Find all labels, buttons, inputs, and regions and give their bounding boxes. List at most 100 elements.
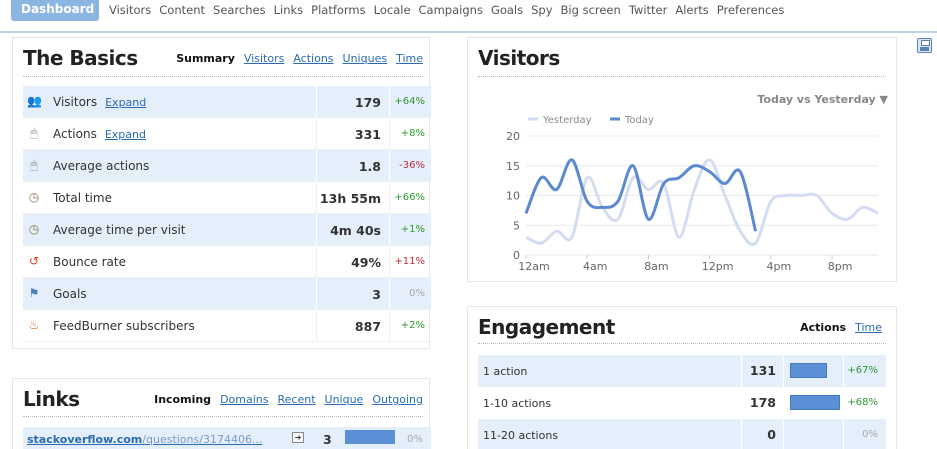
column-divider xyxy=(389,310,390,342)
nav-item-goals[interactable]: Goals xyxy=(490,3,524,17)
nav-item-campaigns[interactable]: Campaigns xyxy=(418,3,483,17)
column-divider xyxy=(389,278,390,310)
nav-item-dashboard[interactable]: Dashboard xyxy=(11,0,99,21)
column-divider xyxy=(783,387,784,419)
links-tabs: Incoming Domains Recent Unique Outgoing xyxy=(154,393,423,406)
column-divider xyxy=(316,246,317,278)
goal-flag-icon: ⚑ xyxy=(28,286,40,300)
basics-row-total-time: ◷ Total time 13h 55m +66% xyxy=(23,182,431,214)
x-tick-label: 4pm xyxy=(767,260,792,273)
basics-tab-time[interactable]: Time xyxy=(396,52,423,65)
engagement-share-bar xyxy=(790,395,840,410)
link-path: /questions/3174406... xyxy=(142,433,263,446)
links-tab-recent[interactable]: Recent xyxy=(277,393,316,406)
save-icon[interactable] xyxy=(917,38,932,53)
nav-item-content[interactable]: Content xyxy=(159,3,206,17)
basics-tab-summary[interactable]: Summary xyxy=(176,52,235,65)
engagement-row-change: 0% xyxy=(862,429,878,440)
links-tab-incoming[interactable]: Incoming xyxy=(154,393,212,406)
basics-row-value: 49% xyxy=(351,255,381,270)
series-line-today xyxy=(524,158,758,232)
nav-item-big-screen[interactable]: Big screen xyxy=(560,3,621,17)
nav-item-spy[interactable]: Spy xyxy=(531,3,553,17)
links-tab-domains[interactable]: Domains xyxy=(220,393,269,406)
column-divider xyxy=(316,86,317,118)
engagement-row-value: 131 xyxy=(749,363,776,378)
column-divider xyxy=(316,310,317,342)
basics-row-change: +11% xyxy=(394,256,425,267)
nav-item-locale[interactable]: Locale xyxy=(373,3,411,17)
x-tick-label: 8am xyxy=(644,260,668,273)
y-tick-label: 20 xyxy=(506,130,520,143)
column-divider xyxy=(843,355,844,387)
nav-items: Visitors Content Searches Links Platforms Loc… xyxy=(109,3,792,17)
engagement-row-label: 1 action xyxy=(483,365,528,378)
nav-item-links[interactable]: Links xyxy=(273,3,304,17)
nav-item-platforms[interactable]: Platforms xyxy=(311,3,366,17)
basics-tab-visitors[interactable]: Visitors xyxy=(243,52,285,65)
link-count: 3 xyxy=(323,432,332,447)
engagement-row-1-action: 1 action 131 +67% xyxy=(478,355,886,387)
nav-item-visitors[interactable]: Visitors xyxy=(109,3,152,17)
column-divider xyxy=(316,182,317,214)
basics-panel: The Basics Summary Visitors Actions Uniques… xyxy=(12,37,431,349)
links-tab-outgoing[interactable]: Outgoing xyxy=(372,393,423,406)
column-divider xyxy=(389,86,390,118)
basics-row-average-time-per-visit: ◷ Average time per visit 4m 40s +1% xyxy=(23,214,431,246)
column-divider xyxy=(389,150,390,182)
basics-row-label: Goals xyxy=(53,287,87,301)
series-line-yesterday xyxy=(525,158,879,246)
basics-row-change: -36% xyxy=(399,160,425,171)
column-divider xyxy=(389,182,390,214)
basics-row-goals: ⚑ Goals 3 0% xyxy=(23,278,431,310)
nav-item-twitter[interactable]: Twitter xyxy=(628,3,668,17)
column-divider xyxy=(389,214,390,246)
basics-row-change: +8% xyxy=(400,128,425,139)
column-divider xyxy=(843,419,844,449)
basics-row-average-actions: 🖱 Average actions 1.8 -36% xyxy=(23,150,431,182)
basics-row-label: FeedBurner subscribers xyxy=(53,319,195,333)
compare-select[interactable]: Today vs Yesterday ▼ xyxy=(757,93,888,106)
basics-row-change: +64% xyxy=(394,96,425,107)
engagement-tab-actions[interactable]: Actions xyxy=(800,321,847,334)
links-tab-unique[interactable]: Unique xyxy=(324,393,364,406)
y-tick-label: 0 xyxy=(513,249,520,262)
bounce-icon: ↺ xyxy=(28,254,40,268)
basics-row-label: Visitors Expand xyxy=(53,95,147,109)
basics-row-label: Actions Expand xyxy=(53,127,146,141)
basics-row-label: Total time xyxy=(53,191,112,205)
basics-tab-uniques[interactable]: Uniques xyxy=(342,52,388,65)
column-divider xyxy=(741,355,742,387)
visitors-line-chart: 0 5 10 15 20 12am 4am 8am 12pm 4pm 8pm Yesterday Tod… xyxy=(506,115,879,273)
external-link-icon[interactable]: ➜ xyxy=(292,432,304,443)
basics-row-visitors: 👥 Visitors Expand 179 +64% xyxy=(23,86,431,118)
engagement-tab-time[interactable]: Time xyxy=(855,321,882,334)
basics-row-change: 0% xyxy=(409,288,425,299)
nav-item-searches[interactable]: Searches xyxy=(213,3,266,17)
x-tick-label: 12am xyxy=(518,260,549,273)
engagement-row-value: 0 xyxy=(767,427,776,442)
column-divider xyxy=(741,419,742,449)
basics-row-label: Average time per visit xyxy=(53,223,186,237)
engagement-tabs: Actions Time xyxy=(800,321,882,334)
expand-link[interactable]: Expand xyxy=(104,128,146,141)
engagement-row-11-20-actions: 11-20 actions 0 0% xyxy=(478,419,886,449)
basics-tab-actions[interactable]: Actions xyxy=(293,52,334,65)
column-divider xyxy=(316,150,317,182)
column-divider xyxy=(783,419,784,449)
engagement-row-label: 1-10 actions xyxy=(483,397,552,410)
engagement-row-change: +68% xyxy=(847,397,878,408)
column-divider xyxy=(741,387,742,419)
expand-link[interactable]: Expand xyxy=(105,96,147,109)
nav-item-alerts[interactable]: Alerts xyxy=(675,3,709,17)
basics-title: The Basics xyxy=(23,46,138,70)
link-url[interactable]: stackoverflow.com/questions/3174406... xyxy=(27,433,263,446)
nav-item-preferences[interactable]: Preferences xyxy=(716,3,785,17)
column-divider xyxy=(316,278,317,310)
mouse-icon: 🖱 xyxy=(30,158,38,172)
basics-row-label: Bounce rate xyxy=(53,255,126,269)
y-tick-label: 10 xyxy=(506,190,520,203)
engagement-row-value: 178 xyxy=(749,395,776,410)
visitors-title: Visitors xyxy=(478,46,560,70)
legend-label-yesterday: Yesterday xyxy=(542,115,592,126)
